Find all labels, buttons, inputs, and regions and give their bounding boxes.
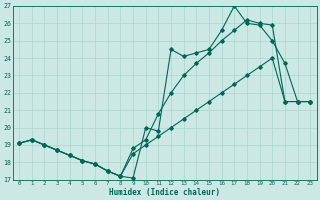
X-axis label: Humidex (Indice chaleur): Humidex (Indice chaleur) [109, 188, 220, 197]
